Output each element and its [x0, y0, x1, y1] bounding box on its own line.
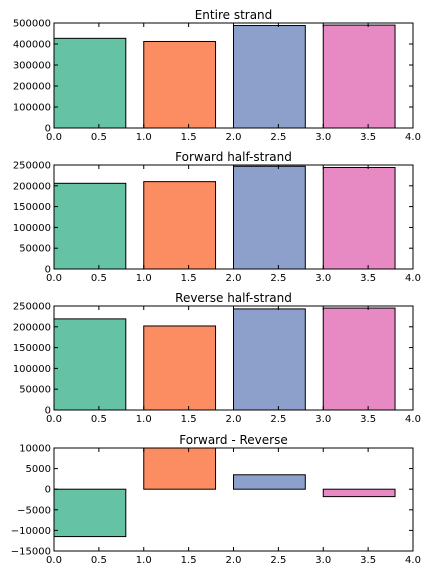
x-tick-label: 1.5 [181, 555, 197, 566]
y-tick-label: 0 [45, 124, 51, 135]
chart-title: Forward - Reverse [179, 433, 287, 447]
y-tick-label: −5000 [17, 505, 51, 516]
x-tick-label: 4.0 [405, 555, 421, 566]
x-tick-label: 0.0 [46, 555, 62, 566]
bar [322, 24, 396, 129]
y-tick-label: 200000 [13, 322, 51, 333]
y-tick-label: 0 [45, 265, 51, 276]
x-tick-label: 4.0 [405, 132, 421, 143]
chart-title: Reverse half-strand [175, 291, 292, 305]
x-tick-label: 3.5 [360, 555, 376, 566]
x-tick-label: 0.0 [46, 132, 62, 143]
y-tick-label: 5000 [26, 464, 51, 475]
y-tick-label: 50000 [19, 244, 51, 255]
y-tick-label: 400000 [13, 40, 51, 51]
y-tick-label: −15000 [11, 547, 51, 558]
x-tick-label: 0.0 [46, 414, 62, 425]
y-tick-label: 10000 [19, 444, 51, 455]
bar [233, 308, 306, 411]
chart-title: Forward half-strand [175, 150, 292, 164]
chart-panel-2: 0.0 0.5 1.0 1.5 2.0 2.5 3.0 3.5 4.0 0 50000 100000 1… [13, 150, 421, 284]
x-tick-label: 1.0 [136, 132, 152, 143]
y-tick-label: 300000 [13, 61, 51, 72]
bar [53, 37, 127, 129]
x-tick-label: 3.0 [315, 414, 331, 425]
x-tick-label: 2.5 [270, 555, 286, 566]
x-tick-label: 2.5 [270, 414, 286, 425]
x-tick-label: 0.0 [46, 273, 62, 284]
x-tick-label: 3.5 [360, 414, 376, 425]
x-tick-label: 3.0 [315, 273, 331, 284]
x-tick-label: 1.5 [181, 273, 197, 284]
x-tick-label: 3.0 [315, 132, 331, 143]
y-tick-label: 0 [45, 406, 51, 417]
y-tick-label: 200000 [13, 181, 51, 192]
x-tick-label: 2.0 [226, 414, 242, 425]
chart-title: Entire strand [195, 8, 273, 22]
x-tick-label: 1.0 [136, 414, 152, 425]
x-tick-label: 2.0 [226, 132, 242, 143]
y-tick-label: 100000 [13, 103, 51, 114]
y-tick-label: 150000 [13, 343, 51, 354]
y-tick-label: 100000 [13, 223, 51, 234]
y-tick-label: 250000 [13, 161, 51, 172]
bar [233, 25, 306, 129]
x-tick-label: 0.5 [91, 132, 107, 143]
y-tick-label: 0 [45, 485, 51, 496]
bar [143, 325, 217, 411]
x-tick-label: 2.0 [226, 555, 242, 566]
x-tick-label: 4.0 [405, 414, 421, 425]
x-tick-label: 1.0 [136, 273, 152, 284]
y-tick-label: 500000 [13, 19, 51, 30]
x-tick-label: 3.5 [360, 273, 376, 284]
x-tick-label: 1.0 [136, 555, 152, 566]
y-tick-label: 200000 [13, 82, 51, 93]
bar [322, 307, 396, 411]
x-tick-label: 2.5 [270, 132, 286, 143]
y-tick-label: 150000 [13, 202, 51, 213]
y-tick-label: −10000 [11, 526, 51, 537]
x-tick-label: 0.5 [91, 273, 107, 284]
x-tick-label: 3.5 [360, 132, 376, 143]
bar [53, 318, 127, 411]
bar [233, 165, 306, 270]
bar [233, 474, 306, 490]
x-tick-label: 2.5 [270, 273, 286, 284]
y-tick-label: 50000 [19, 385, 51, 396]
y-tick-label: 250000 [13, 302, 51, 313]
x-tick-label: 3.0 [315, 555, 331, 566]
bar [143, 447, 217, 490]
chart-panel-4: 0.0 0.5 1.0 1.5 2.0 2.5 3.0 3.5 4.0 −15000 −10000 −… [11, 433, 421, 566]
x-tick-label: 1.5 [181, 132, 197, 143]
x-tick-label: 0.5 [91, 555, 107, 566]
bar [53, 488, 127, 538]
chart-panel-3: 0.0 0.5 1.0 1.5 2.0 2.5 3.0 3.5 4.0 0 50000 100000 1… [13, 291, 421, 425]
bar [143, 181, 217, 270]
x-tick-label: 1.5 [181, 414, 197, 425]
bar [322, 488, 396, 498]
bar [143, 40, 217, 129]
bar [322, 166, 396, 270]
x-tick-label: 2.0 [226, 273, 242, 284]
x-tick-label: 4.0 [405, 273, 421, 284]
bar [53, 182, 127, 270]
x-tick-label: 0.5 [91, 414, 107, 425]
y-tick-label: 100000 [13, 364, 51, 375]
chart-panel-1: 0.0 0.5 1.0 1.5 2.0 2.5 3.0 3.5 4.0 0 100000 200000… [13, 8, 421, 143]
